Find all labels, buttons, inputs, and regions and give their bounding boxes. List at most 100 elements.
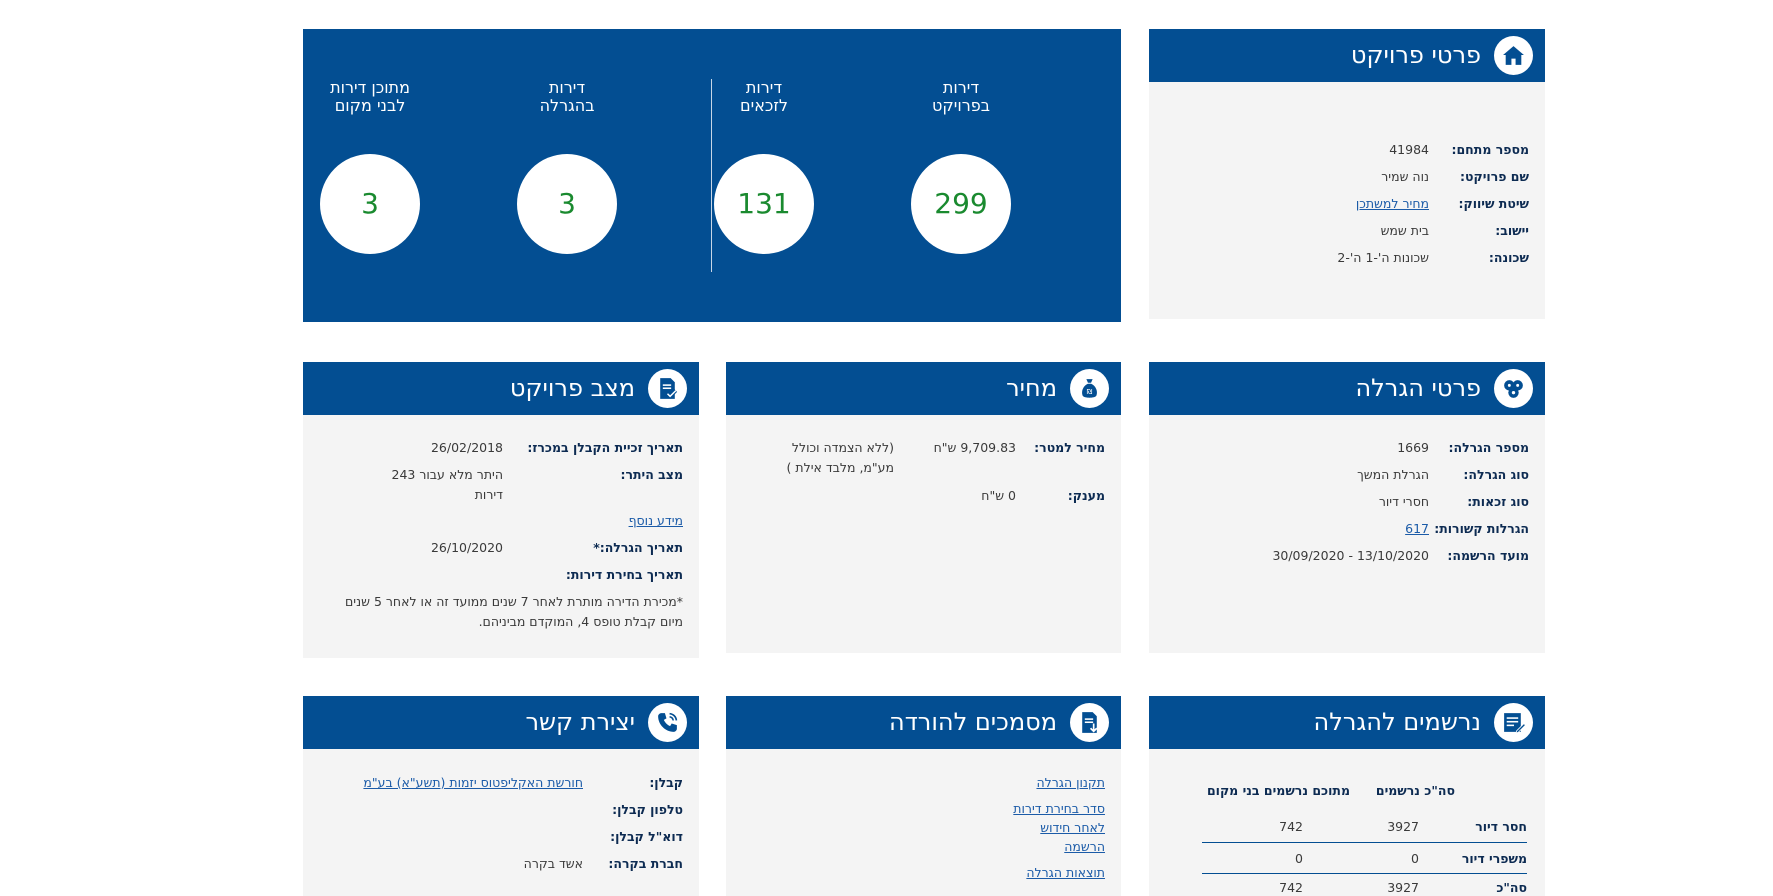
apartment-choice-order-link[interactable]: סדר בחירת דירות — [1013, 801, 1105, 816]
price-card: ₪ מחיר מחיר למטר: 9,709.83 ש"ח (ללא הצמד… — [726, 362, 1121, 653]
neighborhood: שכונות ה'-1 ה'-2 — [1337, 250, 1429, 265]
column-header-local: מתוכם נרשמים בני מקום — [1206, 783, 1350, 798]
stat-title: דירות בפרויקט — [932, 78, 990, 115]
table-cell-total: 3927 — [1387, 819, 1419, 834]
table-row-label: סה"כ — [1496, 880, 1527, 895]
stat-apartments-for-locals: מתוכן דירות לבני מקום 3 — [300, 29, 440, 322]
contractor-win-label: תאריך זכיית הקבלן במכרז: — [527, 440, 683, 455]
marketing-method-link[interactable]: מחיר למשתכן — [1355, 196, 1429, 211]
project-name: נוה שמיר — [1381, 169, 1429, 184]
price-note: מע"מ, מלבד אילת ) — [786, 460, 894, 475]
table-row-label: משפרי דיור — [1461, 851, 1527, 866]
price-per-meter-value: 9,709.83 ש"ח — [933, 440, 1016, 455]
money-bag-icon: ₪ — [1070, 369, 1109, 408]
card-header: יצירת קשר — [303, 696, 699, 749]
documents-card: מסמכים להורדה תקנון הגרלה סדר בחירת דירו… — [726, 696, 1121, 896]
contractor-win-date: 26/02/2018 — [430, 440, 503, 455]
card-header: פרטי פרויקט — [1149, 29, 1545, 82]
row-label: שכונה: — [1488, 250, 1529, 265]
card-title: מסמכים להורדה — [889, 708, 1057, 736]
table-cell-local: 742 — [1279, 819, 1303, 834]
table-cell-total: 3927 — [1387, 880, 1419, 895]
table-divider — [1202, 873, 1527, 874]
stat-apartments-in-project: דירות בפרויקט 299 — [891, 29, 1031, 322]
site-status-value: דירות — [474, 487, 503, 502]
card-title: יצירת קשר — [525, 708, 636, 736]
lottery-details-card: פרטי הגרלה מספר הגרלה: 1669 סוג הגרלה: ה… — [1149, 362, 1545, 653]
stat-value: 299 — [911, 154, 1011, 254]
home-icon — [1494, 36, 1533, 75]
row-label: יישוב: — [1495, 223, 1529, 238]
card-title: פרטי הגרלה — [1355, 374, 1481, 402]
related-lotteries-link[interactable]: 617 — [1405, 521, 1429, 536]
lottery-date-label: תאריך הגרלה:* — [593, 540, 683, 555]
city: בית שמש — [1380, 223, 1429, 238]
site-status-label: מצב היתר: — [620, 467, 683, 482]
card-title: נרשמים להגרלה — [1313, 708, 1481, 736]
row-label: שם פרויקט: — [1460, 169, 1529, 184]
resale-note: מיום קבלת טופס 4, המוקדם מביניהם. — [478, 614, 683, 629]
form-edit-icon — [1494, 703, 1533, 742]
apartment-choice-label: תאריך בחירת דירות: — [565, 567, 683, 582]
row-label: הגרלות קשורות: — [1434, 521, 1529, 536]
lottery-results-link[interactable]: תוצאות הגרלה — [1026, 865, 1105, 880]
contractor-phone-label: טלפון קבלן: — [612, 802, 683, 817]
lottery-number: 1669 — [1397, 440, 1429, 455]
document-check-icon — [648, 369, 687, 408]
card-title: מחיר — [1006, 374, 1057, 402]
card-header: מסמכים להורדה — [726, 696, 1121, 749]
stat-title: מתוכן דירות לבני מקום — [330, 78, 410, 115]
apartment-choice-order-link[interactable]: הרשמה — [1064, 839, 1105, 854]
document-download-icon — [1070, 703, 1109, 742]
lottery-type: הגרלת המשך — [1357, 467, 1429, 482]
table-cell-local: 0 — [1295, 851, 1303, 866]
card-title: מצב פרויקט — [509, 374, 635, 402]
stat-title: דירות לזכאים — [740, 78, 788, 115]
row-label: שיטת שיווק: — [1458, 196, 1529, 211]
grant-label: מענק: — [1067, 488, 1105, 503]
more-info-link[interactable]: מידע נוסף — [628, 513, 683, 528]
price-per-meter-label: מחיר למטר: — [1034, 440, 1105, 455]
svg-text:₪: ₪ — [1087, 387, 1093, 396]
project-status-card: מצב פרויקט תאריך זכיית הקבלן במכרז: 26/0… — [303, 362, 699, 658]
project-details-card: פרטי פרויקט מספר מתחם: 41984 שם פרויקט: … — [1149, 29, 1545, 319]
table-cell-total: 0 — [1411, 851, 1419, 866]
table-row-label: חסר דיור — [1475, 819, 1527, 834]
phone-icon — [648, 703, 687, 742]
compound-number: 41984 — [1389, 142, 1429, 157]
contractor-label: קבלן: — [649, 775, 683, 790]
table-divider — [1202, 842, 1527, 843]
lottery-date-value: 26/10/2020 — [430, 540, 503, 555]
card-header: פרטי הגרלה — [1149, 362, 1545, 415]
registration-dates: 13/10/2020 - 30/09/2020 — [1272, 548, 1429, 563]
column-header-total: סה"כ נרשמים — [1375, 783, 1455, 798]
stats-divider — [711, 79, 712, 272]
site-status-value: היתר מלא עבור 243 — [391, 467, 503, 482]
card-header: נרשמים להגרלה — [1149, 696, 1545, 749]
stat-value: 131 — [714, 154, 814, 254]
lottery-balls-icon — [1494, 369, 1533, 408]
row-label: סוג הגרלה: — [1463, 467, 1529, 482]
registrants-card: נרשמים להגרלה סה"כ נרשמים מתוכם נרשמים ב… — [1149, 696, 1545, 896]
row-label: מספר הגרלה: — [1448, 440, 1530, 455]
stat-title: דירות בהגרלה — [539, 78, 595, 115]
lottery-rules-link[interactable]: תקנון הגרלה — [1036, 775, 1105, 790]
apartment-choice-order-link[interactable]: לאחר חידוש — [1040, 820, 1105, 835]
eligibility-type: חסרי דיור — [1378, 494, 1429, 509]
grant-value: 0 ש"ח — [981, 488, 1016, 503]
contact-card: יצירת קשר קבלן: חורשת האקליפטוס יזמות (ת… — [303, 696, 699, 896]
stat-apartments-in-lottery: דירות בהגרלה 3 — [497, 29, 637, 322]
stat-value: 3 — [320, 154, 420, 254]
inspection-company-label: חברת בקרה: — [608, 856, 683, 871]
stat-value: 3 — [517, 154, 617, 254]
resale-note: *מכירת הדירה מותרת לאחר 7 שנים ממועד זה … — [345, 594, 683, 609]
card-header: ₪ מחיר — [726, 362, 1121, 415]
stats-banner: דירות בפרויקט 299 דירות לזכאים 131 דירות בה… — [303, 29, 1121, 322]
table-cell-local: 742 — [1279, 880, 1303, 895]
contractor-email-label: דוא"ל קבלן: — [610, 829, 683, 844]
row-label: מספר מתחם: — [1451, 142, 1529, 157]
row-label: סוג זכאות: — [1467, 494, 1529, 509]
card-header: מצב פרויקט — [303, 362, 699, 415]
price-note: (ללא הצמדה וכולל — [791, 440, 894, 455]
contractor-link[interactable]: חורשת האקליפטוס יזמות (תשע"א) בע"מ — [363, 775, 583, 790]
